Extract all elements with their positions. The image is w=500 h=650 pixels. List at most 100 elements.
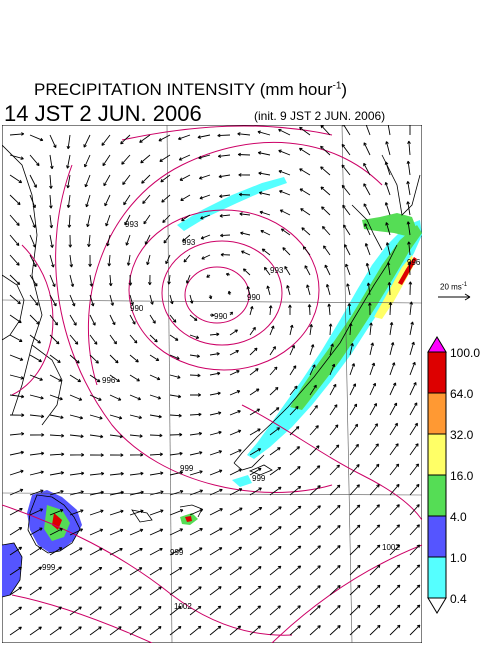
wind-arrow [258,171,271,176]
wind-arrow [199,194,211,200]
wind-arrow [249,347,258,356]
wind-arrow [88,254,92,267]
wind-arrow [369,463,380,476]
wind-arrow [189,586,202,596]
wind-arrow [69,586,82,596]
isobar-993 [128,209,320,371]
wind-arrow [209,450,223,456]
wind-vectors [9,125,421,636]
wind-arrow [300,208,311,216]
wind-arrow [89,566,103,576]
wind-arrow [369,382,377,396]
wind-arrow [9,132,25,136]
colorbar-label: 1.0 [450,551,467,565]
wind-arrow [208,294,213,300]
wind-arrow [9,214,20,227]
wind-arrow [159,154,171,162]
wind-arrow [385,141,391,156]
wind-arrow [109,547,123,556]
wind-arrow [122,174,131,186]
wind-arrow [329,424,339,436]
wind-arrow [29,414,45,419]
wind-arrow [409,504,420,516]
wind-arrow [149,471,164,476]
wind-arrow [387,125,391,136]
wind-arrow [369,484,380,496]
precip-southwest-red [52,513,62,530]
wind-arrow [49,234,54,248]
wind-arrow [225,272,231,277]
wind-arrow [89,509,104,516]
wind-arrow [289,525,302,536]
wind-arrow [129,453,144,457]
wind-arrow [289,385,298,396]
wind-arrow [239,212,251,216]
wind-arrow [49,489,64,496]
wind-arrow [9,546,23,556]
wind-arrow [217,133,231,138]
wind-arrow [409,361,416,376]
wind-arrow [269,625,281,636]
wind-arrow [9,294,21,305]
wind-arrow [229,410,241,416]
wind-arrow [249,506,263,516]
isobar-lines [2,125,422,643]
isobar-label: 996 [407,258,421,267]
wind-arrow [269,605,281,616]
wind-arrow [123,194,131,206]
wind-arrow [349,624,361,636]
wind-arrow [325,283,331,296]
wind-arrow [49,471,65,476]
wind-arrow [129,471,144,476]
wind-arrow [329,404,338,416]
isobar-label: 999 [170,548,184,557]
wind-arrow [269,466,282,476]
wind-arrow [278,169,291,176]
wind-arrow [289,324,294,336]
wind-arrow [364,223,371,236]
wind-arrow [209,391,221,396]
wind-arrow [149,354,160,362]
wind-arrow [309,625,321,636]
wind-arrow [269,545,282,556]
wind-arrow [229,349,239,356]
wind-arrow [89,294,95,307]
wind-arrow [289,505,302,516]
wind-arrow [309,425,319,436]
wind-arrow [389,402,398,416]
wind-arrow [249,546,262,556]
wind-arrow [329,564,341,576]
wind-arrow [321,206,331,216]
wind-scale-arrow [438,293,471,301]
wind-arrow [49,586,62,596]
wind-arrow [9,431,25,436]
wind-arrow [363,142,371,156]
wind-arrow [29,334,41,344]
precip-west-edge [2,543,22,597]
wind-arrow [124,214,131,226]
wind-arrow [220,233,231,238]
wind-arrow [301,227,311,236]
wind-arrow [320,166,331,176]
wind-arrow [149,374,161,381]
wind-arrow [229,329,238,336]
wind-arrow [189,605,202,616]
wind-arrow [102,154,111,167]
wind-arrow [89,528,104,536]
wind-arrow [49,508,64,516]
wind-arrow [409,564,421,576]
wind-arrow [189,566,203,576]
wind-arrow [261,248,271,256]
wind-arrow [309,505,321,516]
wind-arrow [49,314,59,326]
weather-map: 993 993 990 990 990 993 996 996 999 999 … [2,125,422,643]
wind-arrow [169,625,182,636]
isobar-labels: 993 993 990 990 990 993 996 996 999 999 … [42,220,421,611]
wind-arrow [200,214,211,220]
isobar-999-north [121,125,333,141]
wind-arrow [249,368,259,376]
wind-arrow [169,528,184,536]
wind-arrow [49,452,65,457]
colorbar-box [427,556,447,599]
wind-arrow [69,354,80,364]
